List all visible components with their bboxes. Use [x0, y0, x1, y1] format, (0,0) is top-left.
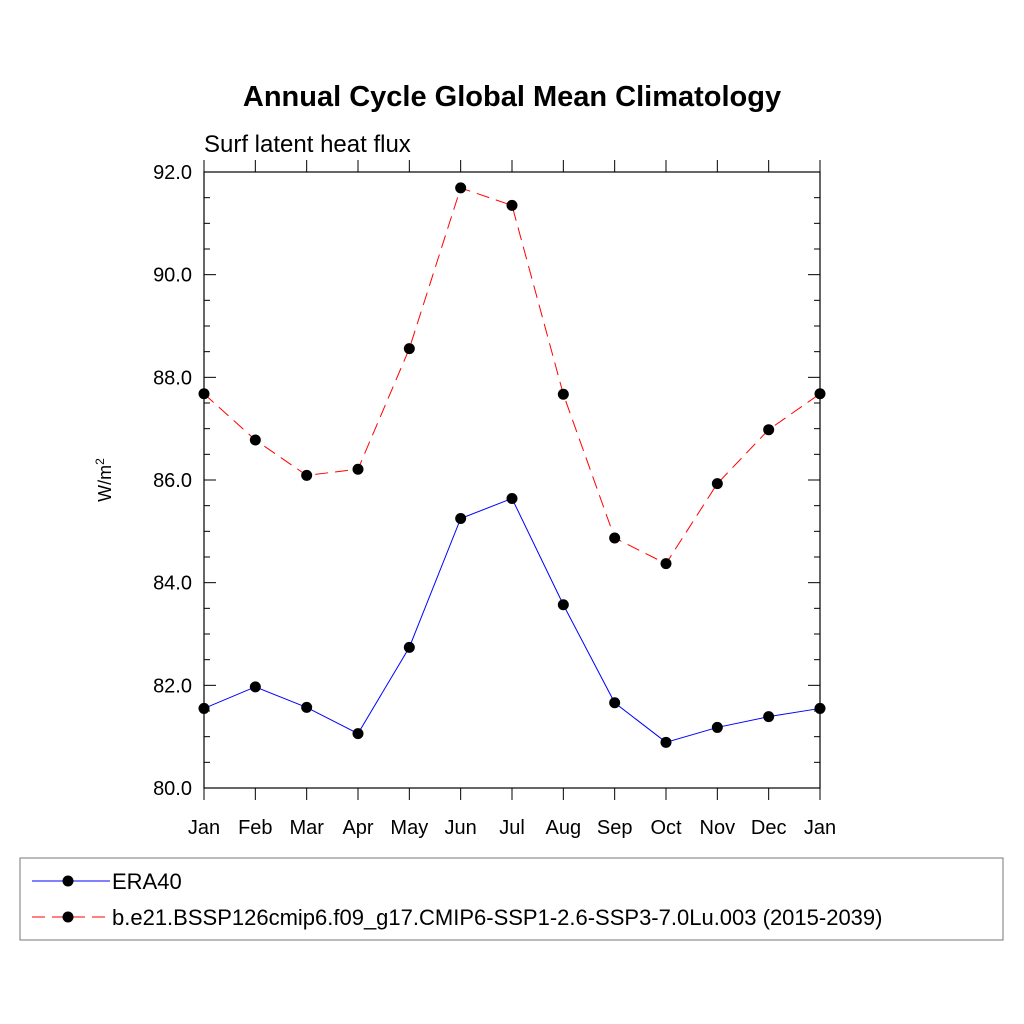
- data-point-0-6: [506, 492, 518, 504]
- plot-frame: [203, 171, 821, 789]
- x-tick-label: Jan: [188, 817, 220, 839]
- data-point-0-0: [198, 702, 210, 714]
- y-tick-label: 84.0: [153, 573, 192, 595]
- data-point-0-10: [711, 721, 723, 733]
- x-tick-label: Sep: [597, 817, 633, 839]
- data-point-0-11: [763, 711, 775, 723]
- data-point-1-7: [557, 388, 569, 400]
- data-point-0-7: [557, 599, 569, 611]
- chart-subtitle: Surf latent heat flux: [204, 131, 411, 158]
- x-tick-label: Apr: [342, 817, 373, 839]
- y-tick-label: 88.0: [153, 367, 192, 389]
- data-point-0-9: [660, 736, 672, 748]
- legend-box: [19, 857, 1004, 941]
- data-point-0-12: [814, 702, 826, 714]
- axes: 80.0 82.0 84.0 86.0 88.0 90.0 92.0 Jan Feb Mar Apr…: [153, 160, 836, 839]
- y-tick-label: 90.0: [153, 265, 192, 287]
- legend-marker-model: [62, 911, 74, 923]
- series-line-0: [203, 497, 821, 743]
- x-tick-label: Nov: [700, 817, 736, 839]
- legend-label-model: b.e21.BSSP126cmip6.f09_g17.CMIP6-SSP1-2.…: [112, 905, 882, 930]
- data-point-0-8: [609, 697, 621, 709]
- data-point-1-1: [249, 434, 261, 446]
- data-point-1-3: [352, 463, 364, 475]
- data-point-1-2: [301, 469, 313, 481]
- x-tick-label: Jun: [445, 817, 477, 839]
- x-tick-label: Jan: [804, 817, 836, 839]
- data-point-1-4: [403, 343, 415, 355]
- y-tick-label: 80.0: [153, 778, 192, 800]
- series-line-1: [203, 187, 821, 565]
- data-point-1-6: [506, 199, 518, 211]
- legend-label-era40: ERA40: [112, 869, 182, 894]
- data-point-1-8: [609, 532, 621, 544]
- data-point-0-3: [352, 728, 364, 740]
- x-tick-label: Jul: [499, 817, 525, 839]
- chart-title: Annual Cycle Global Mean Climatology: [243, 81, 781, 113]
- x-tick-label: Oct: [650, 817, 682, 839]
- data-point-1-12: [814, 388, 826, 400]
- y-axis-label: W/m2: [93, 458, 115, 502]
- data-point-1-9: [660, 558, 672, 570]
- data-point-0-5: [455, 513, 467, 524]
- plot-area: [198, 182, 826, 748]
- data-point-1-5: [455, 182, 467, 194]
- x-tick-label: May: [390, 817, 428, 839]
- x-tick-label: Aug: [546, 817, 582, 839]
- data-point-1-0: [198, 388, 210, 400]
- x-tick-label: Mar: [289, 817, 324, 839]
- y-tick-label: 82.0: [153, 675, 192, 697]
- x-tick-label: Dec: [751, 817, 787, 839]
- data-point-1-11: [763, 424, 775, 436]
- y-tick-label: 86.0: [153, 470, 192, 492]
- data-point-0-4: [403, 641, 415, 653]
- data-point-0-2: [301, 701, 313, 713]
- legend: ERA40 b.e21.BSSP126cmip6.f09_g17.CMIP6-S…: [19, 857, 1004, 941]
- data-point-1-10: [711, 478, 723, 490]
- x-tick-label: Feb: [238, 817, 272, 839]
- y-tick-label: 92.0: [153, 162, 192, 184]
- data-point-0-1: [249, 681, 261, 693]
- legend-marker-era40: [62, 875, 74, 887]
